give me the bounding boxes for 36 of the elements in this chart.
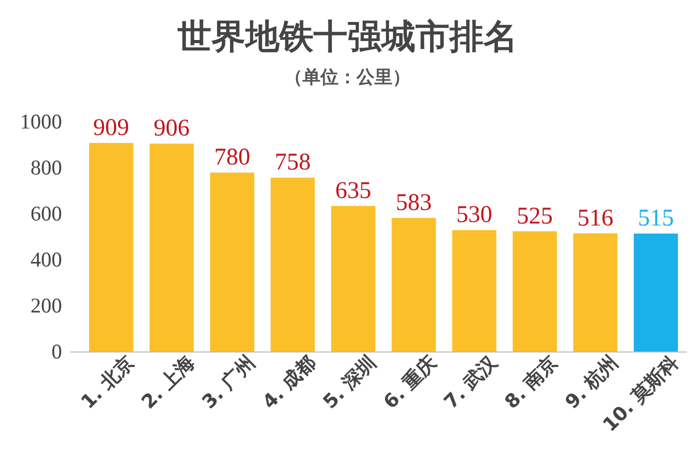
x-tick-label: 1. 北京 <box>76 352 138 414</box>
bar <box>634 234 678 352</box>
data-label: 525 <box>516 203 553 230</box>
bar <box>210 172 254 352</box>
y-tick-label: 400 <box>30 248 62 272</box>
y-tick-label: 600 <box>30 202 62 226</box>
data-label: 758 <box>274 150 311 176</box>
data-label: 909 <box>93 114 130 141</box>
y-tick-label: 1000 <box>20 110 62 134</box>
bar <box>452 230 496 352</box>
bar <box>150 144 194 352</box>
data-label: 583 <box>396 190 432 216</box>
x-tick-label: 6. 重庆 <box>380 352 442 414</box>
bar <box>573 233 618 352</box>
data-label: 780 <box>214 144 250 171</box>
bar <box>89 142 134 352</box>
x-tick-label: 4. 成都 <box>258 352 320 414</box>
y-tick-label: 0 <box>52 340 62 364</box>
bar <box>512 231 557 352</box>
bar <box>270 178 315 352</box>
x-tick-label: 5. 深圳 <box>318 352 381 414</box>
x-tick-label: 2. 上海 <box>137 352 199 414</box>
data-label: 635 <box>335 178 372 204</box>
x-tick-label: 3. 广州 <box>198 352 260 414</box>
bar <box>392 218 436 352</box>
chart-title: 世界地铁十强城市排名 <box>176 17 518 57</box>
chart-subtitle: （单位：公里） <box>284 67 410 88</box>
data-label: 515 <box>638 206 674 232</box>
y-tick-label: 200 <box>30 294 62 318</box>
data-label: 516 <box>577 205 614 232</box>
x-tick-label: 7. 武汉 <box>440 351 502 414</box>
y-tick-label: 800 <box>30 156 62 180</box>
x-tick-label: 8. 南京 <box>500 352 562 414</box>
data-label: 530 <box>456 202 492 228</box>
bar <box>331 206 376 352</box>
data-label: 906 <box>154 116 190 142</box>
